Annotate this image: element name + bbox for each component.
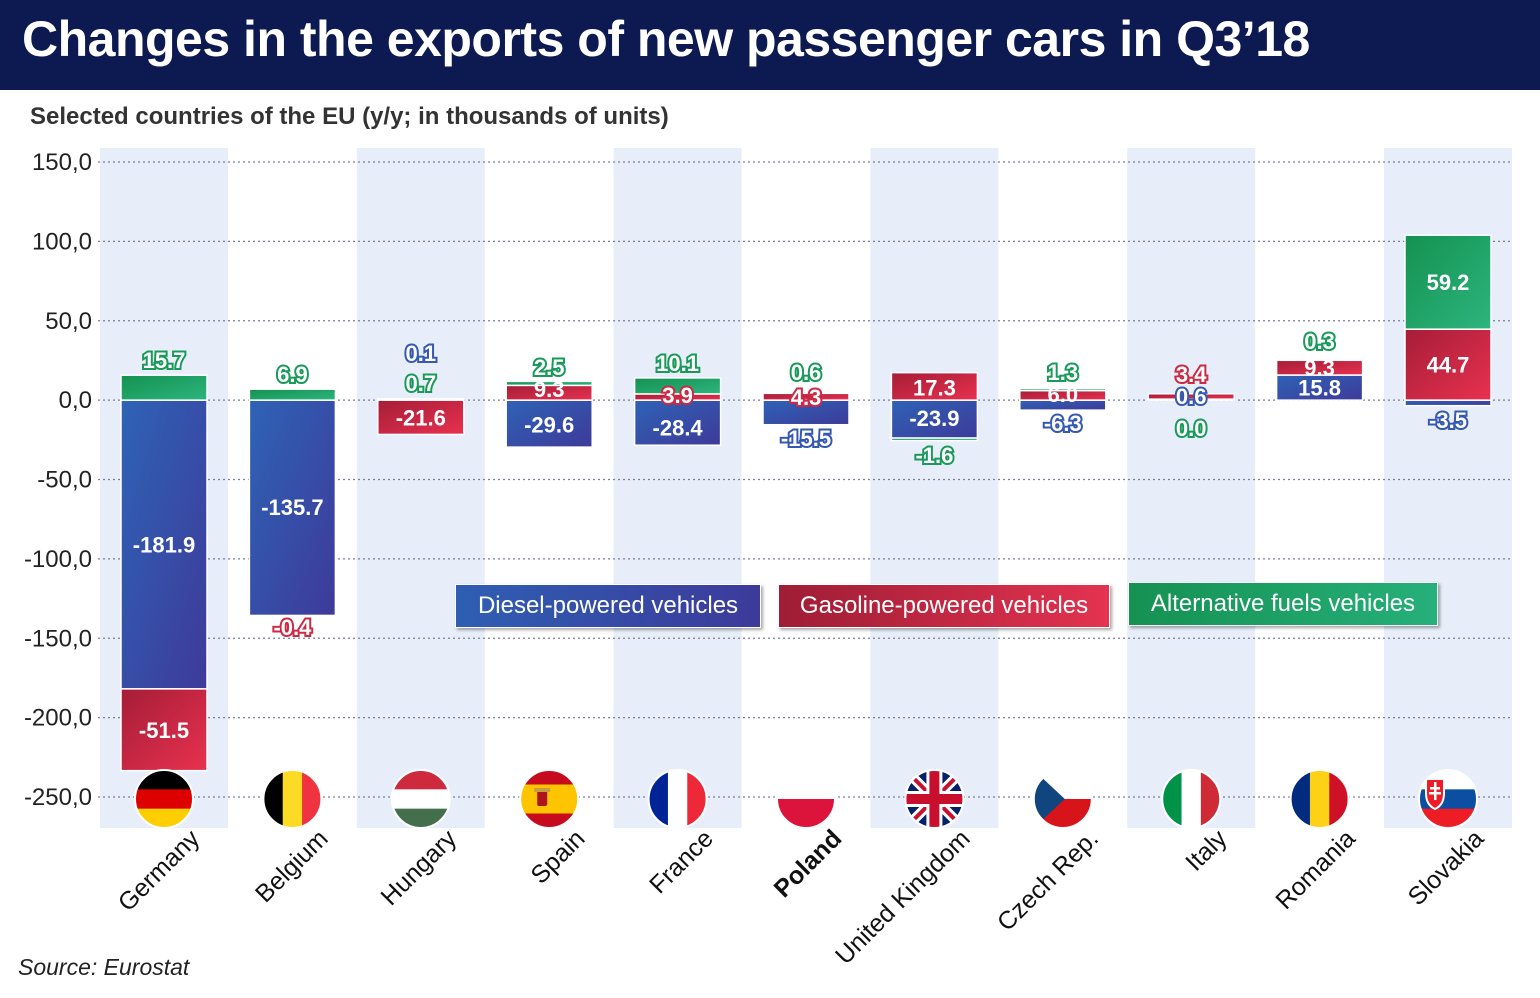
bar-alternative — [505, 380, 593, 387]
bar-alternative — [377, 398, 465, 401]
x-tick-label: United Kingdom — [830, 824, 976, 970]
chart-title: Changes in the exports of new passenger … — [22, 11, 1310, 67]
y-tick-label: 0,0 — [59, 387, 92, 414]
bar-alternative — [120, 374, 208, 401]
flag-romania-icon — [1289, 769, 1350, 829]
bar-gasoline — [1147, 393, 1235, 400]
y-tick-label: -250,0 — [24, 784, 92, 811]
legend-alternative-fuels: Alternative fuels vehicles — [1128, 582, 1438, 626]
y-tick-label: 100,0 — [32, 228, 92, 255]
source-note: Source: Eurostat — [18, 954, 190, 980]
data-label-alternative: 0.3 — [1304, 329, 1335, 354]
data-label-gasoline: 4.3 — [791, 385, 822, 410]
data-label-alternative: 2.5 — [534, 355, 565, 380]
x-tick-label: Czech Rep. — [992, 824, 1104, 936]
data-label-alternative: 0.7 — [406, 371, 437, 396]
data-label-gasoline: -0.4 — [273, 615, 312, 640]
bar-diesel — [1404, 399, 1492, 407]
data-label-diesel: 0.1 — [406, 341, 437, 366]
data-label-alternative: 1.3 — [1048, 360, 1079, 385]
data-label-alternative: 59.2 — [1427, 270, 1470, 295]
data-label-alternative: 0.6 — [791, 360, 822, 385]
flag-czech-rep--icon — [1032, 769, 1093, 829]
data-label-diesel: -23.9 — [909, 406, 959, 431]
bar-gasoline — [377, 399, 465, 436]
flag-poland-icon — [776, 769, 836, 829]
data-label-diesel: -28.4 — [653, 416, 704, 441]
data-label-diesel: -29.6 — [524, 413, 574, 438]
legend-diesel: Diesel-powered vehicles — [455, 584, 761, 628]
data-label-alternative: 10.1 — [656, 351, 699, 376]
y-tick-label: -50,0 — [37, 467, 92, 494]
x-tick-label: Romania — [1270, 824, 1361, 915]
flag-belgium-icon — [262, 769, 323, 829]
flag-france-icon — [647, 769, 708, 829]
y-tick-label: -200,0 — [24, 705, 92, 732]
title-banner: Changes in the exports of new passenger … — [0, 0, 1540, 90]
bar-gasoline — [248, 614, 337, 617]
flag-germany-icon — [134, 769, 194, 829]
x-tick-label: Italy — [1180, 824, 1233, 877]
data-label-diesel: -3.5 — [1429, 408, 1467, 433]
data-label-alternative: -1.6 — [915, 443, 953, 468]
bar-alternative — [890, 437, 979, 442]
data-label-alternative: 0.0 — [1176, 416, 1207, 441]
x-tick-label: Hungary — [375, 824, 462, 911]
bar-alternative — [248, 388, 337, 401]
data-label-gasoline: -21.6 — [396, 405, 446, 430]
flag-italy-icon — [1161, 769, 1222, 829]
y-tick-label: -100,0 — [24, 546, 92, 573]
x-tick-label: France — [644, 824, 719, 899]
bar-gasoline — [890, 371, 979, 401]
data-label-gasoline: 3.9 — [662, 383, 693, 408]
x-tick-label: Poland — [769, 824, 848, 903]
data-label-gasoline: -51.5 — [139, 718, 189, 743]
chart-subtitle: Selected countries of the EU (y/y; in th… — [30, 103, 669, 130]
data-label-gasoline: 3.4 — [1176, 362, 1207, 387]
data-label-diesel: -135.7 — [261, 495, 323, 520]
data-label-gasoline: 9.3 — [534, 377, 565, 402]
bar-alternative — [1019, 387, 1107, 392]
x-tick-label: Germany — [113, 824, 206, 917]
column-band — [613, 148, 742, 828]
column-band — [870, 148, 999, 828]
x-tick-label: Belgium — [250, 824, 334, 908]
bar-alternative — [762, 391, 850, 395]
bar-alternative — [633, 377, 722, 395]
x-tick-label: Slovakia — [1403, 824, 1490, 911]
data-label-diesel: 15.8 — [1298, 376, 1341, 401]
bar-gasoline — [1404, 328, 1492, 401]
y-tick-label: -150,0 — [24, 625, 92, 652]
bar-diesel — [120, 399, 208, 690]
x-tick-label: Spain — [525, 824, 590, 889]
data-label-gasoline: 6.0 — [1048, 382, 1079, 407]
flag-slovakia-icon — [1418, 769, 1478, 829]
data-label-diesel: -181.9 — [133, 533, 195, 558]
legend-gasoline: Gasoline-powered vehicles — [778, 584, 1110, 628]
data-label-diesel: -6.3 — [1044, 411, 1082, 436]
flag-hungary-icon — [390, 769, 451, 829]
column-band — [1127, 148, 1256, 828]
data-label-gasoline: 44.7 — [1427, 353, 1470, 378]
bar-diesel — [1275, 374, 1364, 401]
data-label-diesel: 0.6 — [1176, 384, 1207, 409]
flag-united-kingdom-icon — [904, 769, 965, 829]
column-band — [356, 148, 485, 828]
y-tick-label: 150,0 — [32, 149, 92, 176]
data-label-gasoline: 9.3 — [1304, 356, 1335, 381]
bar-gasoline — [120, 688, 208, 772]
bar-diesel — [633, 399, 722, 446]
y-tick-label: 50,0 — [45, 308, 92, 335]
data-label-alternative: 15.7 — [143, 348, 186, 373]
data-label-diesel: -15.5 — [781, 426, 831, 451]
flag-spain-icon — [519, 769, 580, 829]
data-label-gasoline: 17.3 — [913, 375, 956, 400]
data-label-alternative: 6.9 — [277, 362, 308, 387]
bar-alternative — [1404, 234, 1492, 330]
